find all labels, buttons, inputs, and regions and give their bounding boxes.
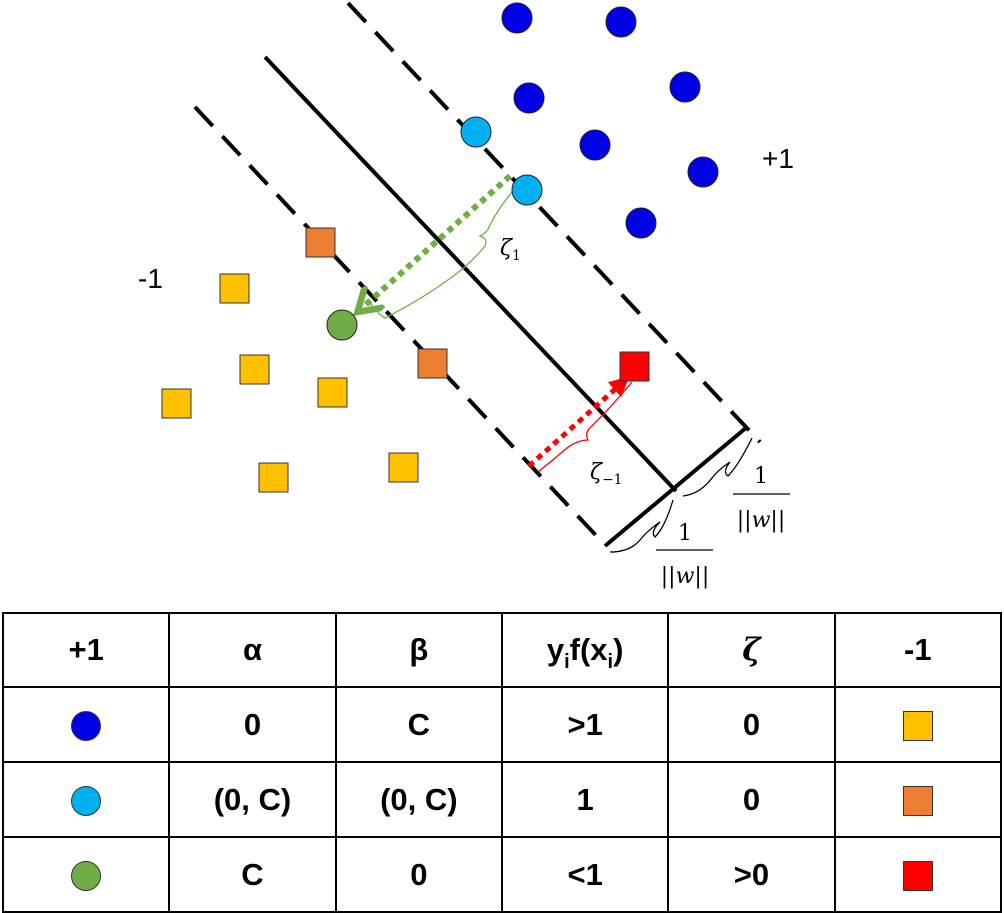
blue-dot xyxy=(605,6,637,38)
green-dot-icon xyxy=(71,861,102,892)
header-neg-class: -1 xyxy=(833,612,1003,688)
cell-yf: >1 xyxy=(500,686,670,763)
yellow-square xyxy=(317,377,348,408)
table-row: C 0 <1 >0 xyxy=(1,836,1003,913)
header-pos-class: +1 xyxy=(1,612,171,688)
zeta-neg1-label: ζ−1 xyxy=(590,460,623,488)
cell-yf: <1 xyxy=(500,836,670,913)
margin-fraction-lower: 1 ||w|| xyxy=(656,521,713,589)
dual-variable-table: +1 α β yif(xi) ζ -1 0 C >1 0 (0, C) (0, … xyxy=(1,612,1003,913)
yellow-square xyxy=(258,462,289,493)
yellow-square xyxy=(161,388,192,419)
header-alpha: α xyxy=(168,612,337,688)
green-dot xyxy=(326,309,358,341)
lower-margin-line xyxy=(193,105,607,547)
light-blue-dot xyxy=(511,174,543,206)
light-blue-dot-icon xyxy=(71,786,102,817)
svm-margin-diagram: +1 -1 ζ1 ζ−1 1 ||w|| 1 ||w|| xyxy=(138,1,794,589)
table-row: 0 C >1 0 xyxy=(1,686,1003,763)
cell-beta: C xyxy=(334,686,503,763)
svg-text:1: 1 xyxy=(678,521,692,546)
cell-zeta: 0 xyxy=(667,686,836,763)
upper-margin-line xyxy=(346,1,762,444)
orange-square xyxy=(305,227,336,258)
svg-text:1: 1 xyxy=(754,464,768,489)
table-header-row: +1 α β yif(xi) ζ -1 xyxy=(1,612,1003,688)
blue-dot xyxy=(513,82,545,114)
blue-dot xyxy=(625,207,657,239)
blue-dot xyxy=(687,156,719,188)
header-zeta: ζ xyxy=(667,612,836,688)
table-row: (0, C) (0, C) 1 0 xyxy=(1,761,1003,838)
slack-arrow-green xyxy=(362,173,512,308)
lower-margin-brace xyxy=(609,499,674,553)
svg-text:||w||: ||w|| xyxy=(737,508,785,533)
blue-dot xyxy=(501,2,533,34)
blue-dot xyxy=(579,129,611,161)
margin-width-line xyxy=(603,425,749,548)
blue-dot xyxy=(669,71,701,103)
blue-dot-icon xyxy=(71,711,102,742)
header-beta: β xyxy=(334,612,503,688)
orange-square xyxy=(417,348,448,379)
cell-beta: 0 xyxy=(334,836,503,913)
decision-hyperplane xyxy=(263,55,678,493)
svg-text:||w||: ||w|| xyxy=(661,564,709,589)
class-neg-label: -1 xyxy=(138,263,163,294)
margin-fraction-upper: 1 ||w|| xyxy=(733,464,790,533)
red-square xyxy=(619,351,650,382)
zeta-1-label: ζ1 xyxy=(500,236,521,264)
class-pos-label: +1 xyxy=(762,143,794,174)
cell-alpha: C xyxy=(168,836,337,913)
yellow-square xyxy=(219,273,250,304)
cell-zeta: 0 xyxy=(667,761,836,838)
yellow-square-icon xyxy=(902,711,933,742)
light-blue-dot xyxy=(460,116,492,148)
slack-arrow-red xyxy=(527,376,630,468)
slack-brace-red xyxy=(537,381,633,473)
header-yf: yif(xi) xyxy=(500,612,670,688)
cell-yf: 1 xyxy=(500,761,670,838)
yellow-square xyxy=(388,452,419,483)
cell-beta: (0, C) xyxy=(334,761,503,838)
red-square-icon xyxy=(902,861,933,892)
cell-alpha: 0 xyxy=(168,686,337,763)
cell-zeta: >0 xyxy=(667,836,836,913)
cell-alpha: (0, C) xyxy=(168,761,337,838)
upper-margin-brace xyxy=(682,437,753,497)
yellow-square xyxy=(239,354,270,385)
orange-square-icon xyxy=(902,786,933,817)
slack-brace-green xyxy=(369,187,517,319)
